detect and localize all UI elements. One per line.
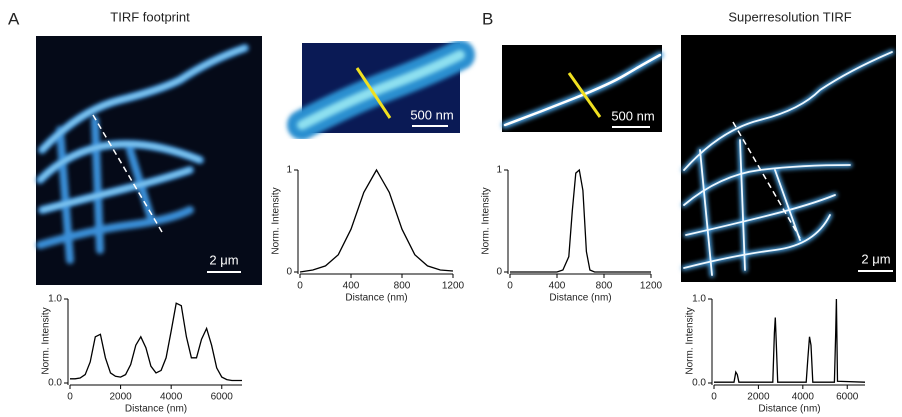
x-tick-label: 0 xyxy=(67,392,73,403)
data-line xyxy=(70,302,242,382)
panel-label: A xyxy=(8,9,20,28)
x-tick-label: 800 xyxy=(596,281,613,292)
y-axis-label: Norm. Intensity xyxy=(271,187,282,254)
x-axis-label: Distance (nm) xyxy=(345,293,407,304)
y-tick-label: 1 xyxy=(496,165,502,176)
x-tick-label: 400 xyxy=(549,281,566,292)
y-axis-label: Norm. Intensity xyxy=(685,307,696,374)
x-tick-label: 2000 xyxy=(109,392,132,403)
x-tick-label: 400 xyxy=(343,281,360,292)
x-axis-label: Distance (nm) xyxy=(758,404,820,415)
y-tick-label: 1 xyxy=(286,165,292,176)
data-line xyxy=(714,298,866,383)
superres-image: 2 μm xyxy=(681,35,896,282)
x-tick-label: 0 xyxy=(711,392,717,403)
x-tick-label: 1200 xyxy=(442,281,465,292)
x-tick-label: 6000 xyxy=(211,392,234,403)
y-axis-label: Norm. Intensity xyxy=(481,187,492,254)
y-tick-label: 0 xyxy=(286,267,292,278)
x-tick-label: 0 xyxy=(507,281,513,292)
tirf-image: 2 μm xyxy=(36,36,262,285)
scale-bar-label: 2 μm xyxy=(209,252,238,267)
y-axis-label: Norm. Intensity xyxy=(41,307,52,374)
data-line xyxy=(510,168,651,273)
tirf-zoom-image: 500 nm xyxy=(287,40,475,140)
panel-title: Superresolution TIRF xyxy=(728,9,851,24)
x-tick-label: 2000 xyxy=(747,392,770,403)
panel-label: B xyxy=(482,9,493,28)
data-line xyxy=(299,168,454,273)
y-tick-label: 1.0 xyxy=(48,294,62,305)
x-tick-label: 0 xyxy=(297,281,303,292)
y-tick-label: 0.0 xyxy=(692,378,706,389)
x-tick-label: 4000 xyxy=(160,392,183,403)
superres-zoom-image: 500 nm xyxy=(501,45,664,132)
x-tick-label: 4000 xyxy=(792,392,815,403)
y-tick-label: 0.0 xyxy=(48,378,62,389)
panel-title: TIRF footprint xyxy=(110,9,190,24)
y-tick-label: 1.0 xyxy=(692,294,706,305)
scale-bar-label: 500 nm xyxy=(611,108,654,123)
x-tick-label: 6000 xyxy=(836,392,859,403)
x-tick-label: 1200 xyxy=(640,281,663,292)
x-axis-label: Distance (nm) xyxy=(549,293,611,304)
y-tick-label: 0 xyxy=(496,267,502,278)
scale-bar-label: 2 μm xyxy=(861,251,890,266)
x-axis-label: Distance (nm) xyxy=(125,404,187,415)
x-tick-label: 800 xyxy=(394,281,411,292)
scale-bar-label: 500 nm xyxy=(410,107,453,122)
